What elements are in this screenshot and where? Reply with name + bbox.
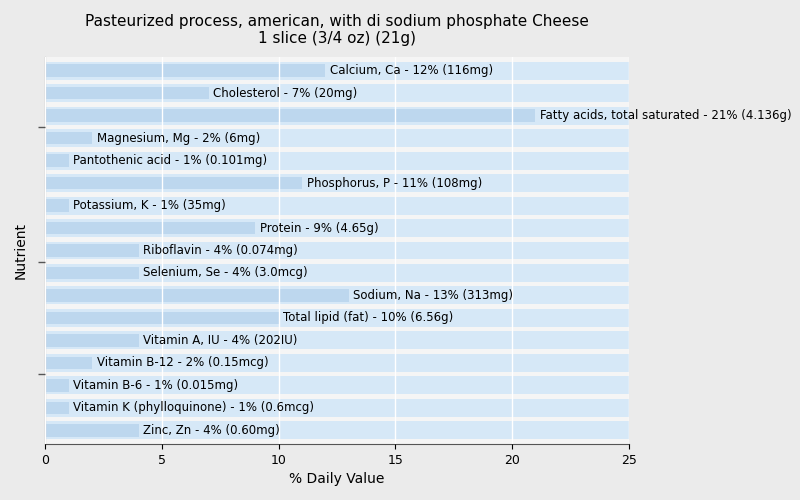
Title: Pasteurized process, american, with di sodium phosphate Cheese
1 slice (3/4 oz) : Pasteurized process, american, with di s…	[85, 14, 589, 46]
Bar	[46, 399, 629, 417]
Bar	[46, 132, 92, 144]
Bar	[46, 267, 138, 279]
Bar	[46, 84, 629, 102]
Text: Protein - 9% (4.65g): Protein - 9% (4.65g)	[260, 222, 378, 234]
Bar	[46, 129, 629, 147]
Bar	[46, 174, 629, 192]
Bar	[46, 110, 535, 122]
Bar	[46, 356, 92, 369]
Bar	[46, 354, 629, 372]
Bar	[46, 62, 629, 80]
Text: Total lipid (fat) - 10% (6.56g): Total lipid (fat) - 10% (6.56g)	[283, 312, 454, 324]
Text: Fatty acids, total saturated - 21% (4.136g): Fatty acids, total saturated - 21% (4.13…	[540, 109, 792, 122]
Text: Phosphorus, P - 11% (108mg): Phosphorus, P - 11% (108mg)	[306, 176, 482, 190]
Text: Potassium, K - 1% (35mg): Potassium, K - 1% (35mg)	[74, 199, 226, 212]
Bar	[46, 286, 629, 304]
Bar	[46, 106, 629, 124]
Text: Zinc, Zn - 4% (0.60mg): Zinc, Zn - 4% (0.60mg)	[143, 424, 280, 437]
Text: Selenium, Se - 4% (3.0mcg): Selenium, Se - 4% (3.0mcg)	[143, 266, 308, 280]
Text: Riboflavin - 4% (0.074mg): Riboflavin - 4% (0.074mg)	[143, 244, 298, 257]
Bar	[46, 332, 629, 349]
Bar	[46, 376, 629, 394]
Text: Calcium, Ca - 12% (116mg): Calcium, Ca - 12% (116mg)	[330, 64, 493, 77]
Y-axis label: Nutrient: Nutrient	[14, 222, 28, 279]
Bar	[46, 424, 138, 436]
Text: Vitamin B-12 - 2% (0.15mcg): Vitamin B-12 - 2% (0.15mcg)	[97, 356, 268, 370]
Bar	[46, 177, 302, 189]
Bar	[46, 290, 349, 302]
Bar	[46, 196, 629, 214]
Bar	[46, 219, 629, 237]
Bar	[46, 312, 278, 324]
Bar	[46, 334, 138, 346]
Bar	[46, 309, 629, 327]
Bar	[46, 200, 69, 211]
Bar	[46, 379, 69, 392]
Bar	[46, 87, 209, 100]
Text: Cholesterol - 7% (20mg): Cholesterol - 7% (20mg)	[214, 86, 358, 100]
Text: Vitamin K (phylloquinone) - 1% (0.6mcg): Vitamin K (phylloquinone) - 1% (0.6mcg)	[74, 402, 314, 414]
Text: Pantothenic acid - 1% (0.101mg): Pantothenic acid - 1% (0.101mg)	[74, 154, 267, 167]
Text: Magnesium, Mg - 2% (6mg): Magnesium, Mg - 2% (6mg)	[97, 132, 260, 144]
Text: Vitamin B-6 - 1% (0.015mg): Vitamin B-6 - 1% (0.015mg)	[74, 379, 238, 392]
Text: Sodium, Na - 13% (313mg): Sodium, Na - 13% (313mg)	[354, 289, 514, 302]
Bar	[46, 242, 629, 260]
Bar	[46, 152, 629, 170]
X-axis label: % Daily Value: % Daily Value	[290, 472, 385, 486]
Bar	[46, 222, 255, 234]
Bar	[46, 402, 69, 414]
Bar	[46, 244, 138, 256]
Bar	[46, 154, 69, 167]
Bar	[46, 264, 629, 282]
Bar	[46, 64, 326, 77]
Bar	[46, 422, 629, 440]
Text: Vitamin A, IU - 4% (202IU): Vitamin A, IU - 4% (202IU)	[143, 334, 298, 347]
